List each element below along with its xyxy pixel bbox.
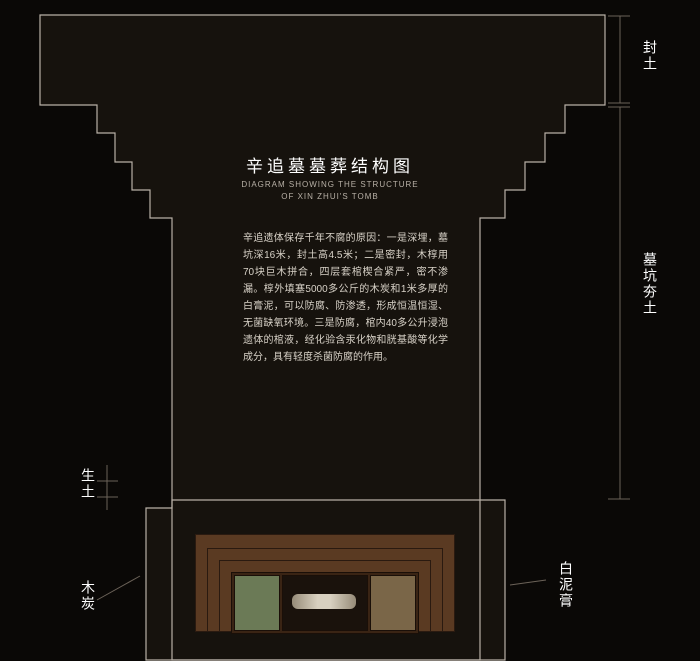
title-english-line1: DIAGRAM SHOWING THE STRUCTURE bbox=[180, 180, 480, 189]
title-english-line2: OF XIN ZHUI'S TOMB bbox=[180, 192, 480, 201]
label-shengtu: 生土 bbox=[78, 468, 98, 500]
diagram-stage: { "colors": { "background": "#0a0806", "… bbox=[0, 0, 700, 661]
label-mutan: 木炭 bbox=[78, 580, 98, 612]
guide-line bbox=[97, 465, 118, 510]
guide-line bbox=[97, 576, 140, 600]
coffin-body bbox=[292, 594, 356, 609]
coffin-panel bbox=[234, 575, 280, 631]
description-paragraph: 辛追遗体保存千年不腐的原因：一是深埋，墓坑深16米，封土高4.5米；二是密封，木… bbox=[243, 230, 448, 366]
guide-line bbox=[608, 107, 630, 499]
title-chinese: 辛追墓墓葬结构图 bbox=[180, 152, 480, 177]
label-hangtu: 墓坑夯土 bbox=[640, 252, 660, 316]
coffin-panel bbox=[370, 575, 416, 631]
guide-line bbox=[510, 580, 546, 585]
label-bainigao: 白泥膏 bbox=[556, 561, 576, 609]
guide-line bbox=[608, 16, 630, 103]
label-fengtu: 封土 bbox=[640, 40, 660, 72]
